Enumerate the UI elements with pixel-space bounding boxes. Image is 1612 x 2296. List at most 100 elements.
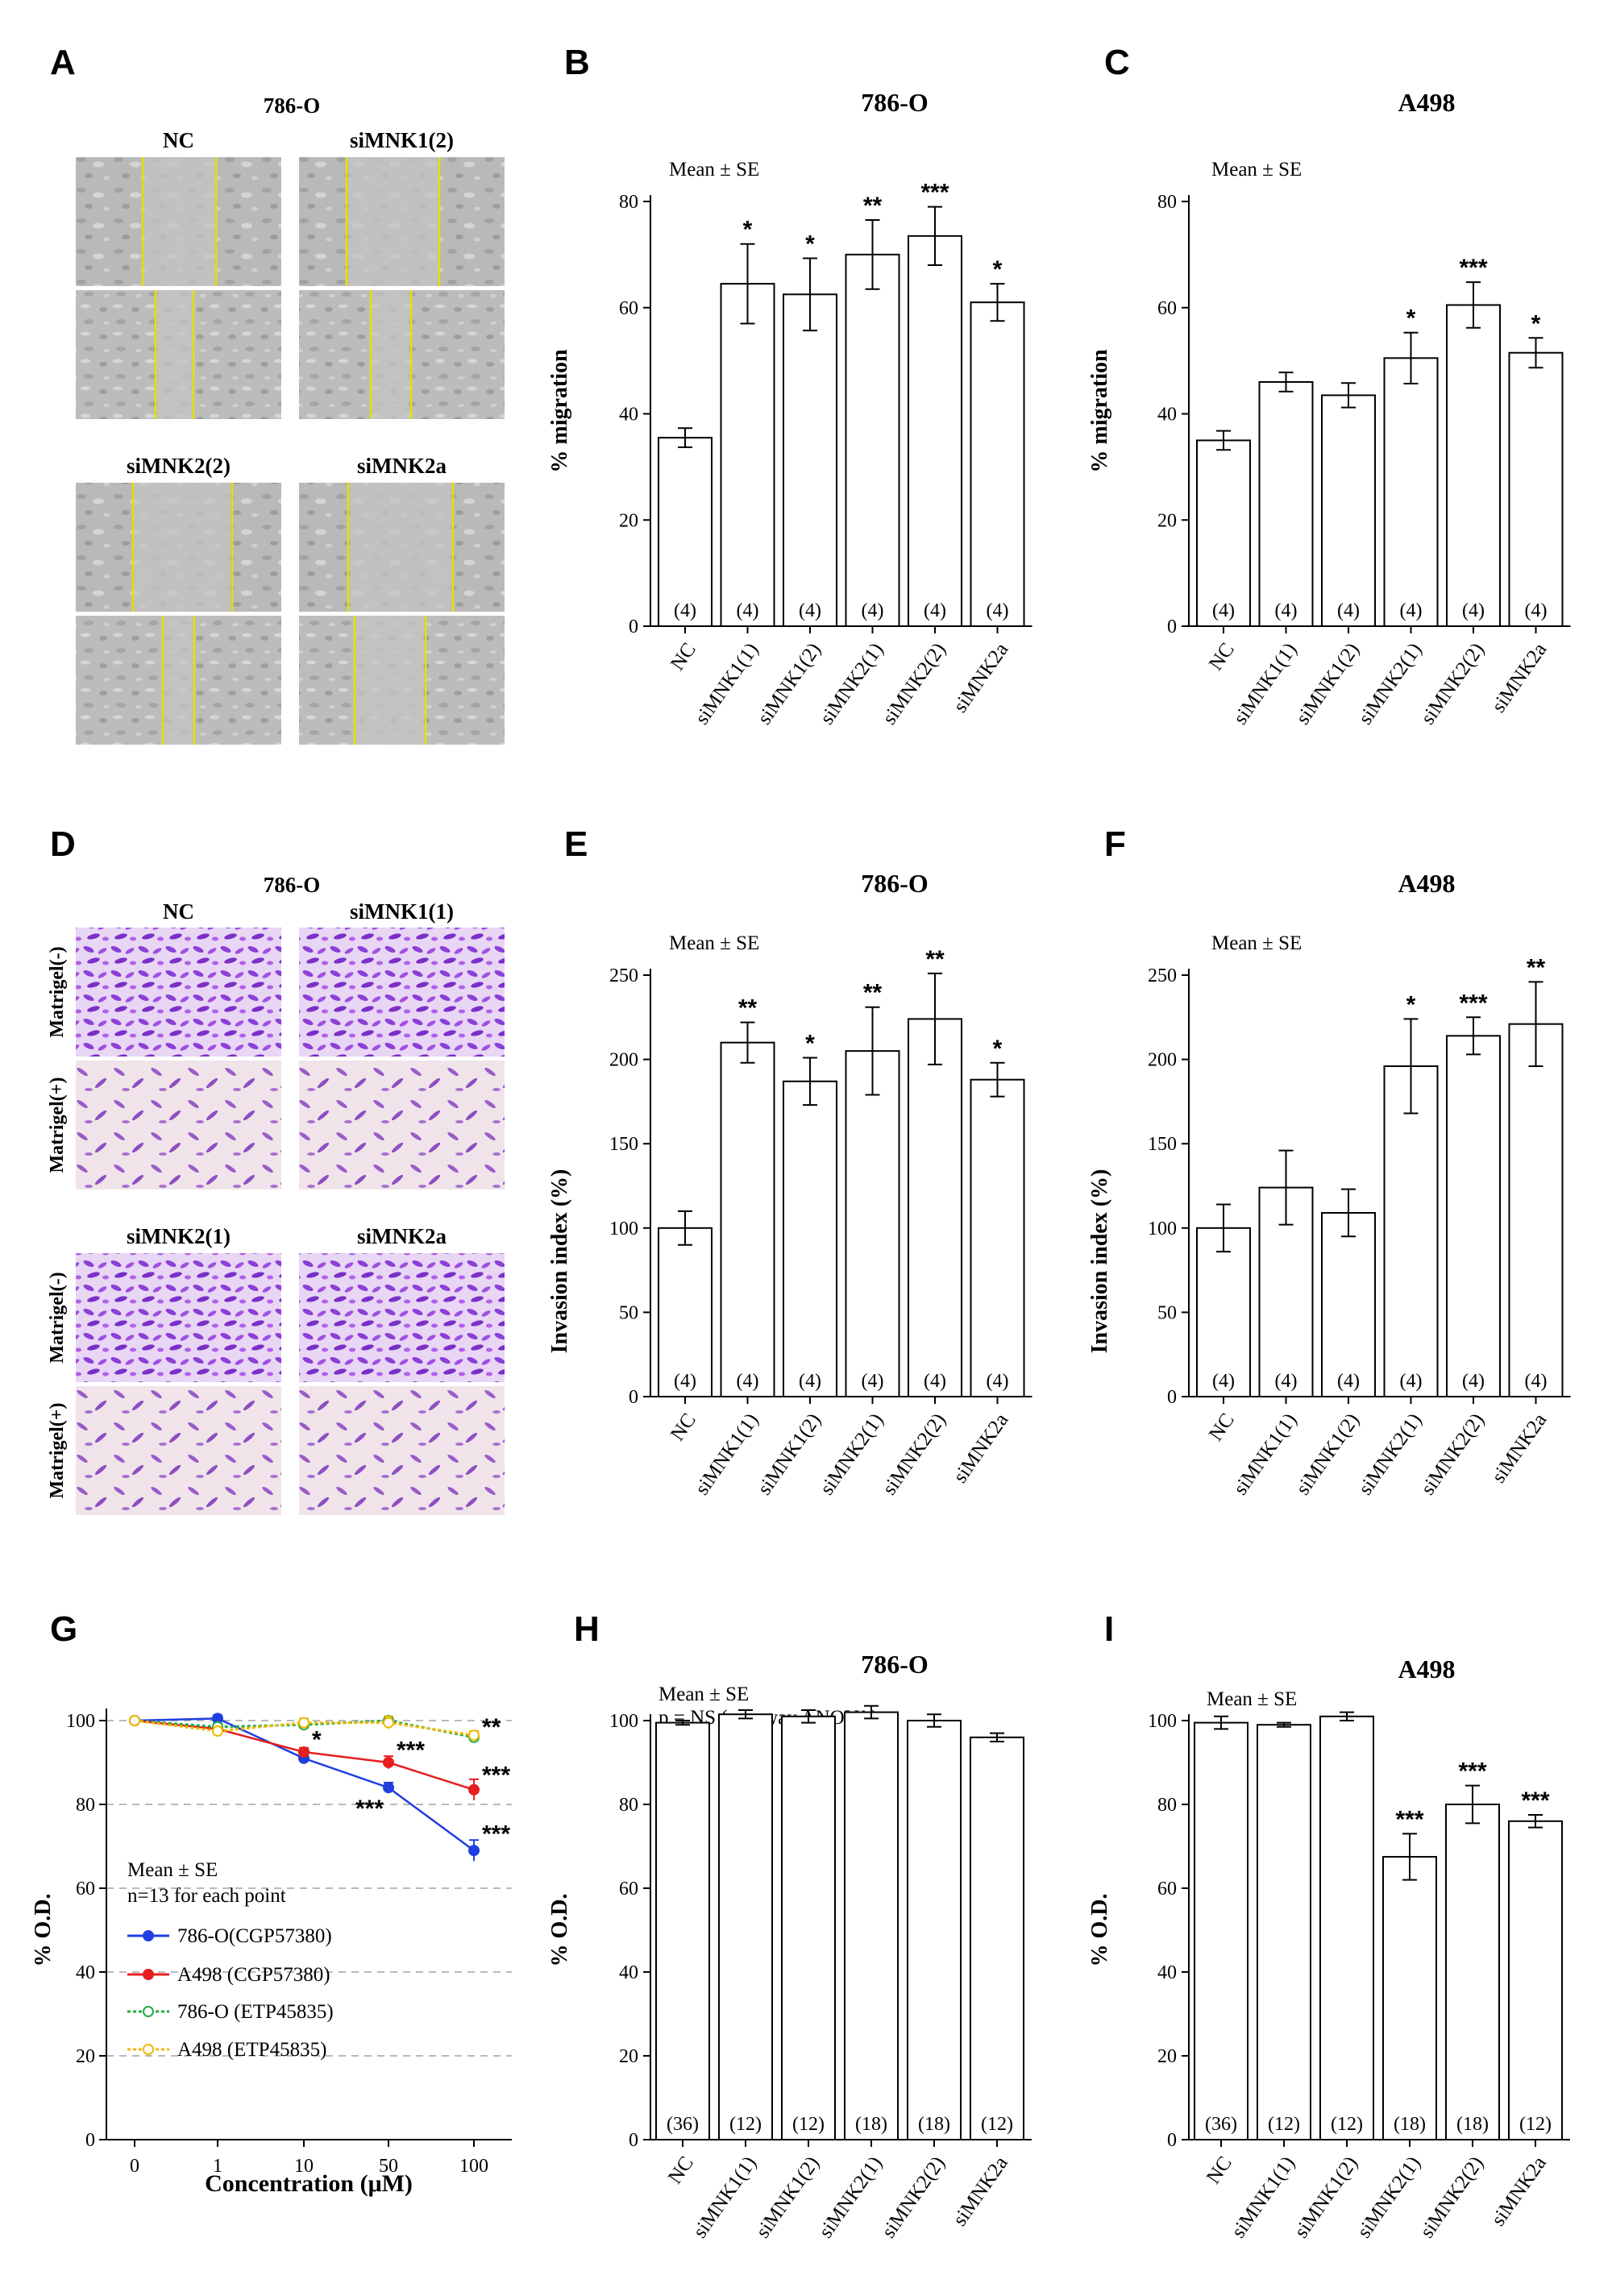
y-tick-label: 0: [1167, 617, 1177, 637]
sample-size-label: (4): [1400, 600, 1423, 621]
y-tick-label: 0: [629, 1387, 638, 1408]
panel-a-title: 786-O: [264, 93, 321, 118]
row-label: Matrigel(+): [47, 1077, 68, 1173]
invasion-image: [299, 1253, 505, 1382]
legend-label: 786-O (ETP45835): [177, 2001, 334, 2023]
bar: [1321, 1211, 1376, 1398]
y-tick-label: 60: [1157, 1879, 1177, 1899]
y-tick-label: 20: [619, 510, 638, 531]
stats-note: Mean ± SE: [1211, 159, 1302, 181]
panel-letter: H: [574, 1609, 600, 1649]
bar: [907, 1720, 962, 2140]
y-tick-label: 60: [76, 1879, 95, 1899]
y-tick-label: 100: [1148, 1711, 1177, 1732]
bar: [1196, 1227, 1251, 1398]
panel-letter: G: [50, 1609, 77, 1649]
y-tick-label: 80: [619, 1795, 638, 1816]
sample-size-label: (36): [667, 2114, 699, 2135]
category-label: siMNK1(1): [1228, 2153, 1299, 2242]
invasion-image: [76, 928, 281, 1057]
category-label: NC: [1205, 1410, 1239, 1445]
invasion-image: [76, 1253, 281, 1382]
sample-size-label: (12): [1331, 2114, 1363, 2135]
bar: [970, 1736, 1024, 2141]
y-tick-label: 100: [1148, 1219, 1177, 1239]
sample-size-label: (4): [924, 1371, 946, 1392]
bar: [908, 1018, 962, 1397]
category-label: siMNK2(1): [816, 639, 887, 729]
category-label: siMNK2(1): [1353, 2153, 1425, 2242]
scratch-gap: [348, 157, 438, 286]
sample-size-label: (4): [1337, 600, 1360, 621]
bar: [655, 1721, 710, 2141]
bar: [1196, 439, 1251, 627]
sample-size-label: (4): [862, 600, 884, 621]
y-tick-label: 60: [619, 298, 638, 319]
chart-c: C A498 Mean ± SE 0 20 40 60 80 % migration (4) NC (…: [1087, 43, 1571, 729]
bar: [718, 1713, 773, 2140]
sample-size-label: (4): [1462, 1371, 1485, 1392]
bar: [908, 235, 962, 627]
category-label: siMNK2(2): [1416, 2153, 1488, 2242]
stats-note: Mean ± SE: [669, 159, 759, 181]
y-tick-label: 200: [609, 1050, 638, 1071]
bar: [1258, 380, 1314, 627]
invasion-image: [299, 928, 505, 1057]
significance-label: *: [1531, 310, 1541, 337]
x-tick-label: 50: [379, 2156, 398, 2177]
sample-size-label: (12): [729, 2114, 762, 2135]
bar: [720, 1041, 775, 1398]
significance-label: *: [1406, 305, 1416, 332]
sample-size-label: (18): [1394, 2114, 1426, 2135]
y-tick-label: 50: [619, 1302, 638, 1323]
scratch-gap: [164, 616, 193, 745]
y-tick-label: 100: [609, 1711, 638, 1732]
scratch-gap: [356, 616, 424, 745]
sample-size-label: (4): [799, 600, 821, 621]
y-tick-label: 40: [619, 405, 638, 426]
scratch-gap: [144, 157, 214, 286]
bar: [781, 1715, 836, 2141]
sample-size-label: (4): [1462, 600, 1485, 621]
y-tick-label: 0: [1167, 2130, 1177, 2151]
row-label: Matrigel(-): [47, 1272, 68, 1363]
data-point: [298, 1746, 310, 1758]
legend-swatch-marker: [143, 1930, 154, 1941]
bar: [970, 1078, 1025, 1397]
y-tick-label: 0: [629, 617, 638, 637]
sample-size-label: (36): [1205, 2114, 1237, 2135]
bar: [970, 301, 1025, 627]
sample-size-label: (4): [1525, 1371, 1548, 1392]
bar: [783, 1080, 837, 1398]
bar: [1194, 1721, 1248, 2141]
chart-f: F A498 Mean ± SE 0 50 100 150 200 250 Invasion in…: [1087, 824, 1571, 1499]
sample-size-label: (4): [737, 600, 759, 621]
sample-size-label: (4): [987, 600, 1009, 621]
significance-label: **: [1527, 954, 1546, 981]
category-label: siMNK1(2): [754, 1410, 825, 1499]
y-tick-label: 50: [1157, 1302, 1177, 1323]
sample-size-label: (4): [1275, 1371, 1298, 1392]
legend-swatch-marker: [143, 1969, 154, 1980]
category-label: siMNK1(1): [1229, 639, 1301, 729]
category-label: NC: [1205, 639, 1239, 675]
category-label: siMNK2(2): [879, 1410, 950, 1499]
scratch-gap: [157, 290, 192, 419]
significance-label: *: [743, 217, 753, 243]
y-tick-label: 40: [619, 1962, 638, 1983]
y-tick-label: 80: [1157, 192, 1177, 213]
scratch-gap: [350, 483, 451, 612]
y-tick-label: 0: [629, 2130, 638, 2151]
significance-label: *: [993, 1036, 1003, 1062]
panel-letter: F: [1104, 824, 1126, 864]
chart-g: G 0 20 40 60 80 100 0 1 10 50 100 Concentration (μM)…: [31, 1609, 512, 2197]
data-point: [212, 1725, 223, 1737]
y-tick-label: 40: [1157, 1962, 1177, 1983]
y-tick-label: 20: [76, 2046, 95, 2067]
stats-note: Mean ± SE: [1207, 1688, 1297, 1710]
sample-size-label: (4): [737, 1371, 759, 1392]
significance-label: ***: [1459, 255, 1487, 281]
data-point: [383, 1757, 394, 1768]
panel-letter: C: [1104, 43, 1130, 82]
